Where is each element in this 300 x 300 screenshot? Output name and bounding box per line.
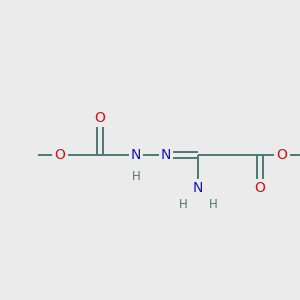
Text: O: O: [255, 181, 266, 195]
Text: H: H: [132, 169, 140, 182]
Text: N: N: [131, 148, 141, 162]
Text: O: O: [94, 111, 105, 125]
Text: N: N: [161, 148, 171, 162]
Text: O: O: [277, 148, 287, 162]
Text: N: N: [193, 181, 203, 195]
Text: O: O: [55, 148, 65, 162]
Text: H: H: [208, 199, 217, 212]
Text: H: H: [178, 199, 188, 212]
